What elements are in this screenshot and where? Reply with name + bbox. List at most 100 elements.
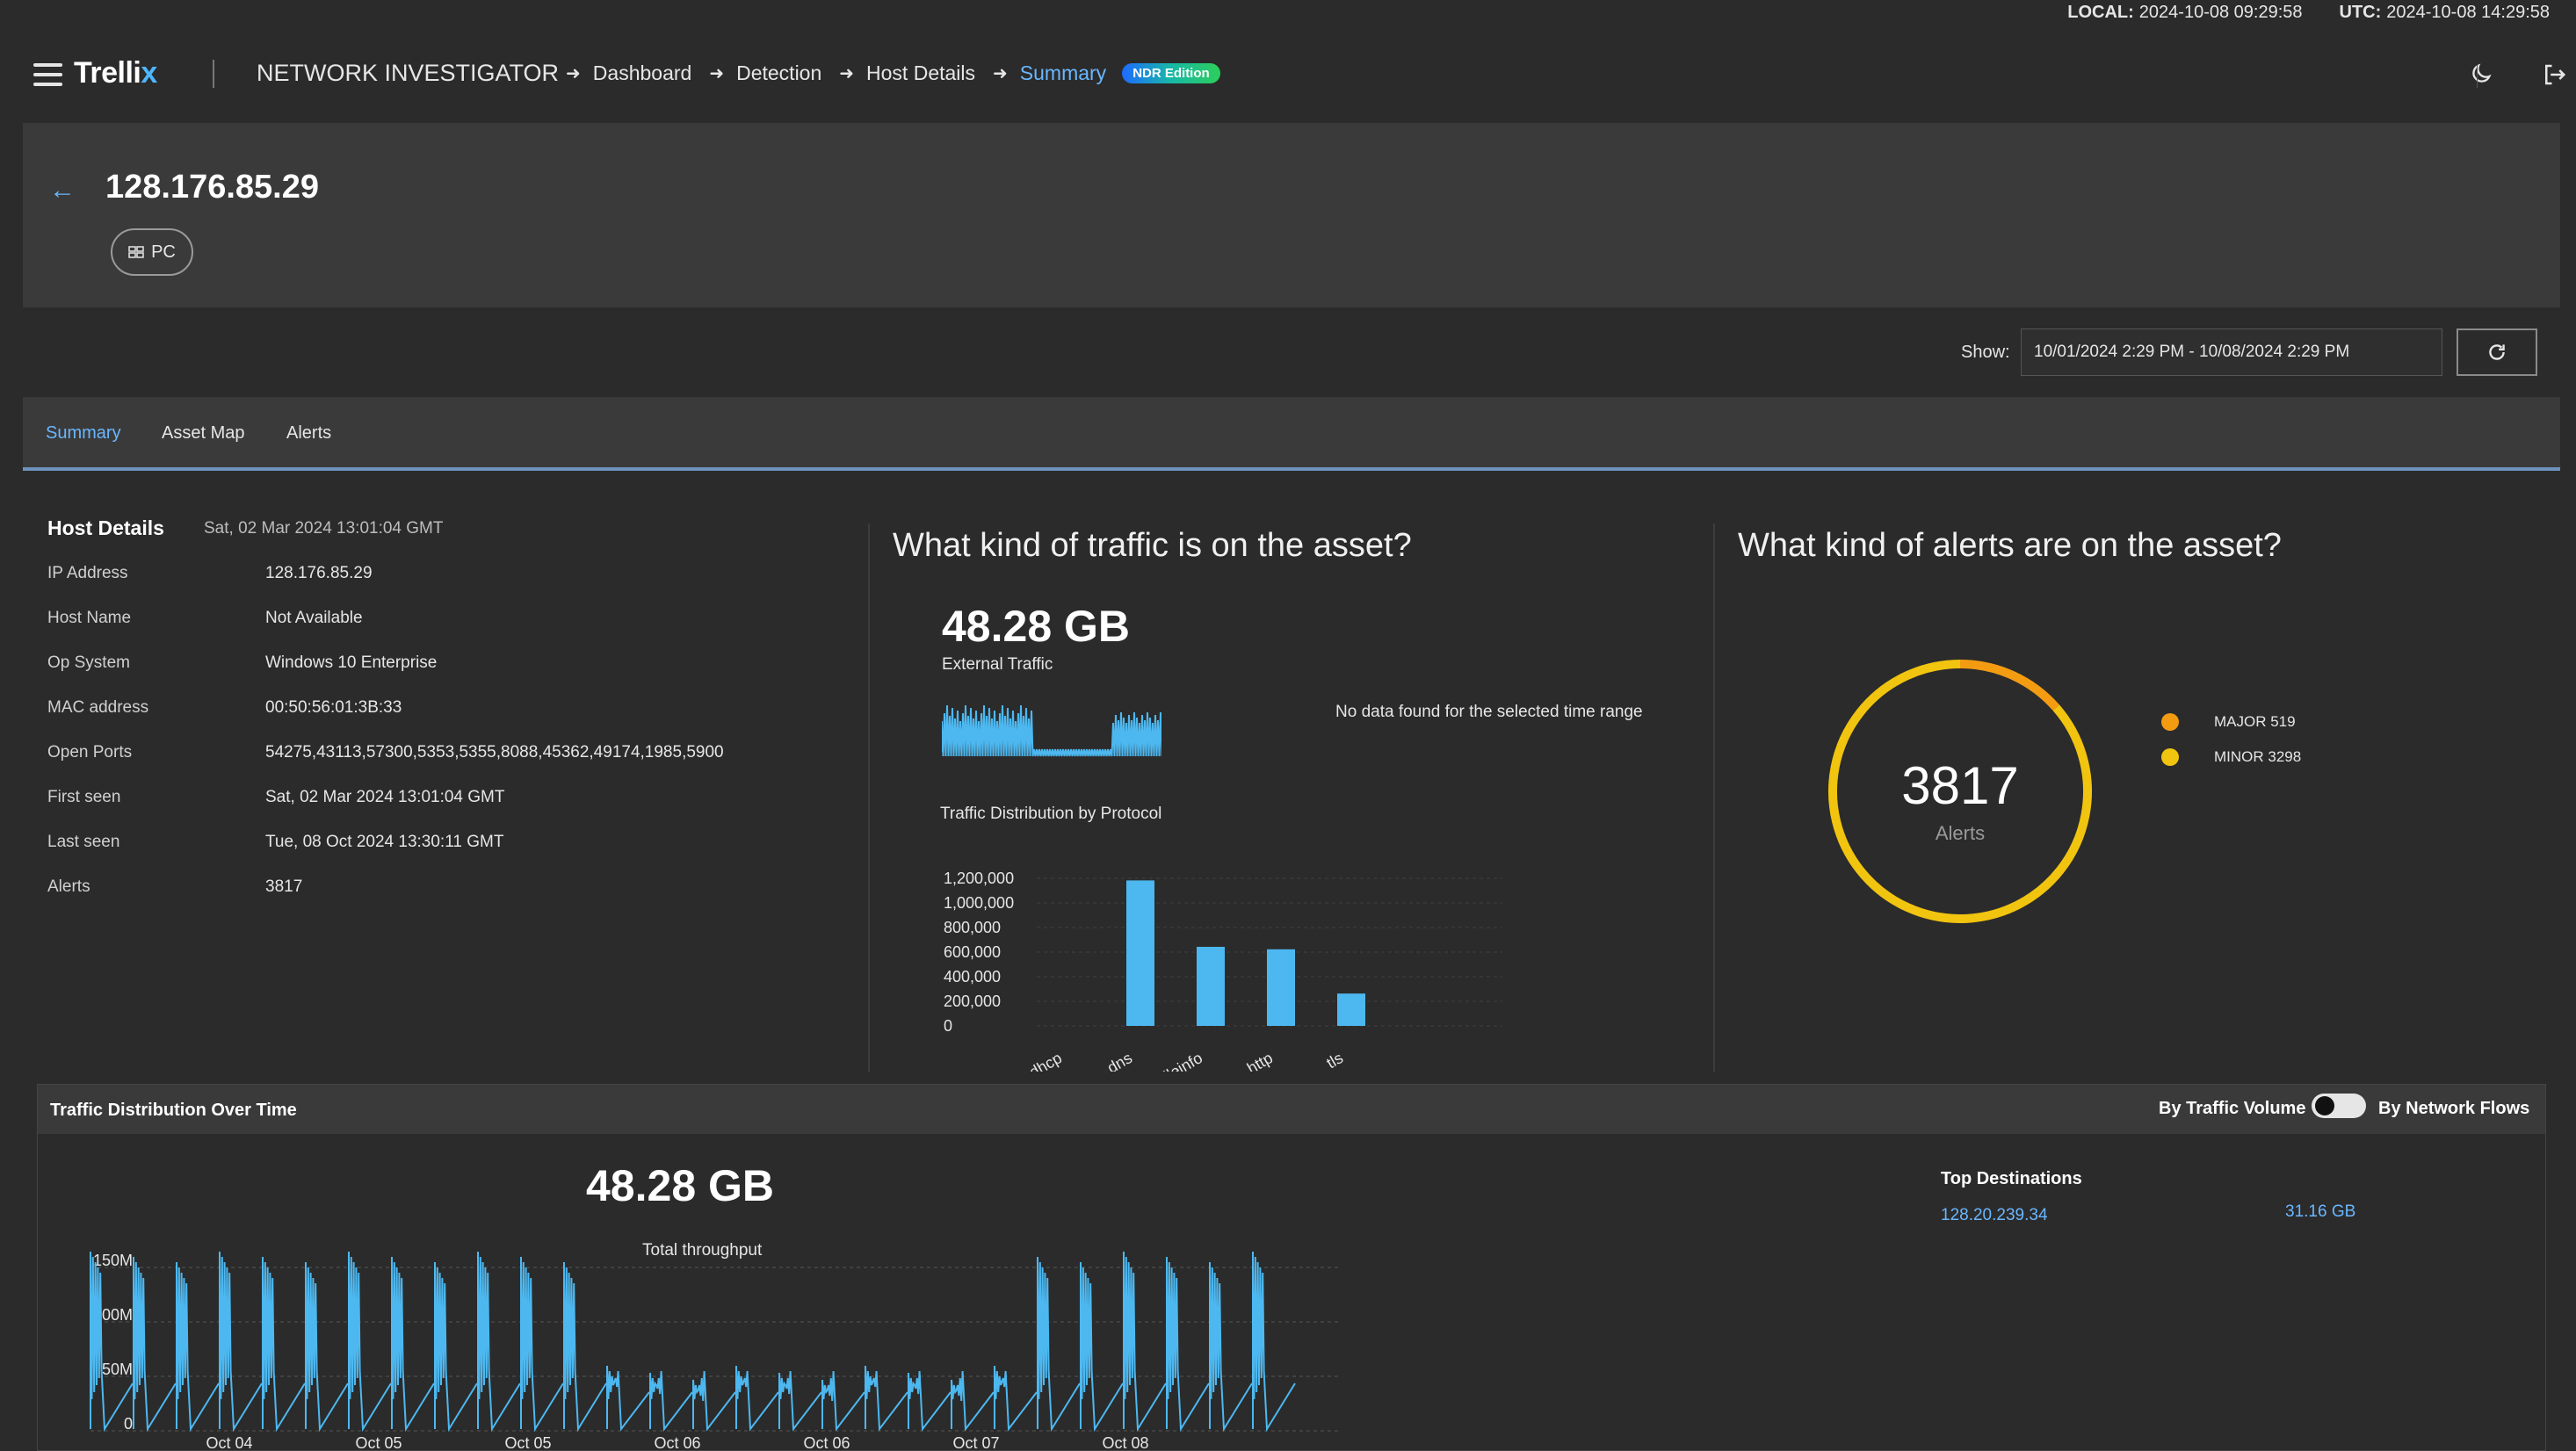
y-tick-label: 400,000: [944, 968, 1001, 985]
chevron-right-icon: ➜: [839, 64, 855, 83]
volume-flows-toggle[interactable]: [2312, 1094, 2366, 1118]
detail-value: 128.176.85.29: [265, 564, 373, 582]
alerts-total-label: Alerts: [1935, 822, 1986, 844]
tab-summary[interactable]: Summary: [46, 423, 121, 443]
x-tick-label: dns: [1104, 1049, 1135, 1072]
detail-label: Alerts: [47, 877, 90, 896]
x-tick-label: tls: [1323, 1049, 1346, 1072]
y-tick-label: 0: [944, 1017, 952, 1035]
panel-title: Traffic Distribution Over Time: [50, 1101, 297, 1120]
panel-header: Traffic Distribution Over Time By Traffi…: [38, 1085, 2545, 1134]
breadcrumb-dashboard[interactable]: Dashboard: [592, 61, 692, 84]
donut-slice-minor[interactable]: [1828, 660, 2092, 923]
detail-label: Host Name: [47, 609, 132, 627]
no-data-message: No data found for the selected time rang…: [1335, 703, 1643, 721]
detail-value: Sat, 02 Mar 2024 13:01:04 GMT: [265, 788, 505, 806]
detail-label: MAC address: [47, 698, 149, 717]
bar-tls[interactable]: [1337, 993, 1365, 1026]
tab-bar: Summary Asset Map Alerts: [23, 397, 2560, 471]
date-range-input[interactable]: 10/01/2024 2:29 PM - 10/08/2024 2:29 PM: [2021, 328, 2442, 376]
detail-label: Open Ports: [47, 743, 133, 762]
y-tick-label: 1,000,000: [944, 894, 1014, 912]
legend-major-dot: [2161, 713, 2179, 731]
logout-icon[interactable]: [2541, 61, 2567, 88]
trellix-logo[interactable]: Trellix: [74, 56, 157, 90]
detail-label: IP Address: [47, 564, 128, 582]
protocol-chart-title: Traffic Distribution by Protocol: [940, 805, 1162, 823]
toggle-network-flows-label[interactable]: By Network Flows: [2378, 1099, 2530, 1118]
chevron-right-icon: ➜: [993, 64, 1008, 83]
local-time: LOCAL: 2024-10-08 09:29:58: [2067, 2, 2303, 22]
x-tick-label: http: [1244, 1049, 1276, 1072]
throughput-line: [90, 1251, 1296, 1433]
chevron-right-icon: ➜: [709, 64, 725, 83]
top-destinations-title: Top Destinations: [1941, 1169, 2082, 1188]
y-tick-label: 200,000: [944, 993, 1001, 1010]
total-throughput-value: 48.28 GB: [586, 1161, 775, 1210]
breadcrumb-detection[interactable]: Detection: [736, 61, 822, 84]
host-details-date: Sat, 02 Mar 2024 13:01:04 GMT: [204, 519, 444, 538]
tab-asset-map[interactable]: Asset Map: [162, 423, 245, 443]
x-tick-label: Oct 06: [654, 1434, 700, 1450]
protocol-bar-chart: 1,200,000 1,000,000 800,000 600,000 400,000 2…: [944, 870, 1502, 1072]
alerts-donut-chart: [1828, 660, 2092, 923]
bar-http[interactable]: [1267, 949, 1295, 1026]
legend-major-label[interactable]: MAJOR 519: [2214, 713, 2296, 730]
external-traffic-value: 48.28 GB: [942, 602, 1131, 651]
utc-time: UTC: 2024-10-08 14:29:58: [2339, 2, 2550, 22]
y-tick-label: 1,200,000: [944, 870, 1014, 887]
top-destination-ip[interactable]: 128.20.239.34: [1941, 1206, 2048, 1224]
y-tick-label: 50M: [102, 1361, 133, 1378]
header-divider-right: [2477, 65, 2478, 88]
detail-value: 00:50:56:01:3B:33: [265, 698, 402, 717]
back-arrow-icon[interactable]: ←: [49, 176, 76, 205]
external-traffic-sparkline: [942, 704, 1161, 757]
bar-fileinfo[interactable]: [1197, 947, 1225, 1026]
breadcrumb: NETWORK INVESTIGATOR ➜ Dashboard ➜ Detec…: [257, 60, 1220, 87]
toggle-traffic-volume-label[interactable]: By Traffic Volume: [2159, 1099, 2306, 1118]
header-divider: [213, 60, 214, 88]
pc-icon: [128, 246, 144, 258]
detail-value: Not Available: [265, 609, 363, 627]
external-traffic-label: External Traffic: [942, 655, 1053, 674]
detail-label: Last seen: [47, 833, 120, 851]
column-divider: [868, 523, 870, 1072]
x-tick-label: Oct 06: [803, 1434, 850, 1450]
legend-minor-dot: [2161, 748, 2179, 766]
host-banner: ← 128.176.85.29 PC: [23, 123, 2560, 307]
refresh-button[interactable]: [2457, 328, 2537, 376]
breadcrumb-current: Summary: [1019, 61, 1107, 84]
x-tick-label: Oct 08: [1102, 1434, 1148, 1450]
detail-value: 3817: [265, 877, 303, 896]
tab-alerts[interactable]: Alerts: [286, 423, 332, 443]
bar-dns[interactable]: [1126, 880, 1154, 1026]
menu-icon[interactable]: [33, 63, 62, 86]
host-title: 128.176.85.29: [105, 169, 320, 206]
x-tick-label: dhcp: [1026, 1049, 1065, 1072]
traffic-time-chart: 150M 100M 50M 0 Oct 04 Oct 05 Oct 05 Oct 06 Oct …: [90, 1251, 1338, 1450]
moon-icon[interactable]: [2469, 61, 2493, 86]
chevron-right-icon: ➜: [566, 64, 581, 83]
x-tick-label: Oct 07: [952, 1434, 999, 1450]
y-tick-label: 800,000: [944, 919, 1001, 936]
traffic-over-time-panel: Traffic Distribution Over Time By Traffi…: [37, 1084, 2546, 1451]
x-tick-label: Oct 04: [206, 1434, 252, 1450]
detail-value: Windows 10 Enterprise: [265, 653, 438, 672]
host-type-pill[interactable]: PC: [111, 228, 193, 276]
breadcrumb-host-details[interactable]: Host Details: [866, 61, 976, 84]
top-destination-size: 31.16 GB: [2285, 1202, 2356, 1221]
time-bar: LOCAL: 2024-10-08 09:29:58 UTC: 2024-10-08…: [2067, 0, 2550, 25]
app-header: Trellix NETWORK INVESTIGATOR ➜ Dashboard…: [0, 49, 2576, 102]
y-tick-label: 0: [124, 1415, 133, 1433]
refresh-icon: [2489, 344, 2505, 360]
donut-slice-major[interactable]: [1959, 660, 2060, 711]
column-divider: [1713, 523, 1715, 1072]
legend-minor-label[interactable]: MINOR 3298: [2214, 748, 2302, 765]
edition-badge: NDR Edition: [1122, 63, 1220, 83]
app-name[interactable]: NETWORK INVESTIGATOR: [257, 60, 560, 86]
x-tick-label: Oct 05: [504, 1434, 551, 1450]
detail-value: Tue, 08 Oct 2024 13:30:11 GMT: [265, 833, 504, 851]
detail-value: 54275,43113,57300,5353,5355,8088,45362,4…: [265, 743, 724, 762]
alerts-total: 3817: [1901, 756, 2019, 815]
detail-label: First seen: [47, 788, 121, 806]
